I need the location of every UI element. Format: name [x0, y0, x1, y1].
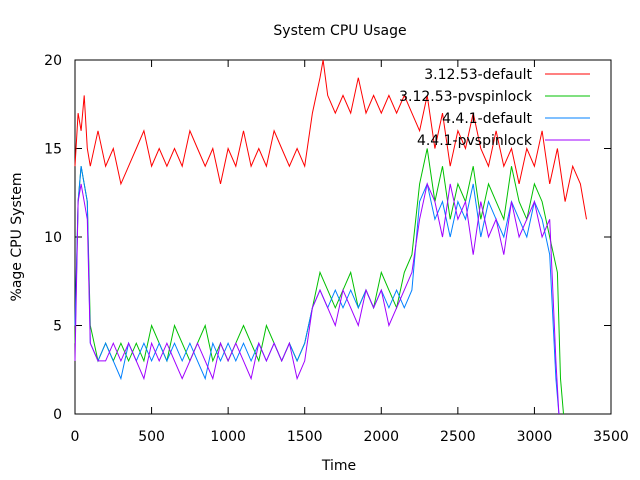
- legend-label: 4.4.1-pvspinlock: [417, 133, 533, 149]
- x-axis-label: Time: [321, 458, 356, 474]
- x-axis-ticks: 0 500 1000 1500 2000 2500 3000 3500: [71, 60, 629, 445]
- series-lines: [74, 59, 587, 415]
- y-tick-label: 20: [44, 53, 62, 69]
- series-line-3: [74, 166, 560, 415]
- x-tick-label: 3500: [593, 429, 629, 445]
- x-tick-label: 500: [138, 429, 165, 445]
- legend-label: 4.4.1-default: [442, 111, 532, 127]
- legend-label: 3.12.53-default: [424, 67, 532, 83]
- y-tick-label: 15: [44, 142, 62, 158]
- chart-title: System CPU Usage: [273, 23, 406, 39]
- y-tick-label: 0: [53, 407, 62, 423]
- y-tick-label: 5: [53, 319, 62, 335]
- x-tick-label: 1500: [287, 429, 323, 445]
- x-tick-label: 2000: [363, 429, 399, 445]
- series-line-4: [74, 182, 560, 415]
- y-tick-label: 10: [44, 230, 62, 246]
- x-tick-label: 2500: [440, 429, 476, 445]
- y-axis-ticks: 0 5 10 15 20: [44, 53, 611, 423]
- legend: 3.12.53-default 3.12.53-pvspinlock 4.4.1-d…: [399, 67, 590, 149]
- x-tick-label: 1000: [210, 429, 246, 445]
- x-tick-label: 3000: [517, 429, 553, 445]
- y-axis-label: %age CPU System: [9, 173, 25, 302]
- x-tick-label: 0: [71, 429, 80, 445]
- series-line-2: [74, 148, 564, 415]
- series-line-1: [74, 59, 587, 220]
- legend-label: 3.12.53-pvspinlock: [399, 89, 533, 105]
